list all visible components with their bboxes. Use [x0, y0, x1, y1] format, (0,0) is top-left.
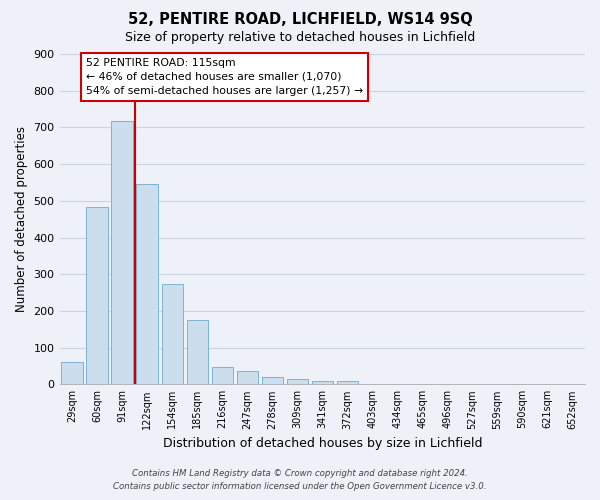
Bar — [287, 379, 308, 384]
Bar — [161, 284, 183, 384]
Bar — [262, 377, 283, 384]
Bar — [236, 371, 258, 384]
Bar — [187, 320, 208, 384]
Bar — [212, 366, 233, 384]
Bar — [61, 362, 83, 384]
X-axis label: Distribution of detached houses by size in Lichfield: Distribution of detached houses by size … — [163, 437, 482, 450]
Y-axis label: Number of detached properties: Number of detached properties — [15, 126, 28, 312]
Bar — [136, 184, 158, 384]
Bar — [112, 121, 133, 384]
Text: Contains HM Land Registry data © Crown copyright and database right 2024.
Contai: Contains HM Land Registry data © Crown c… — [113, 469, 487, 491]
Text: 52 PENTIRE ROAD: 115sqm
← 46% of detached houses are smaller (1,070)
54% of semi: 52 PENTIRE ROAD: 115sqm ← 46% of detache… — [86, 58, 363, 96]
Bar — [337, 382, 358, 384]
Text: 52, PENTIRE ROAD, LICHFIELD, WS14 9SQ: 52, PENTIRE ROAD, LICHFIELD, WS14 9SQ — [128, 12, 472, 28]
Text: Size of property relative to detached houses in Lichfield: Size of property relative to detached ho… — [125, 31, 475, 44]
Bar — [86, 207, 108, 384]
Bar — [311, 382, 333, 384]
